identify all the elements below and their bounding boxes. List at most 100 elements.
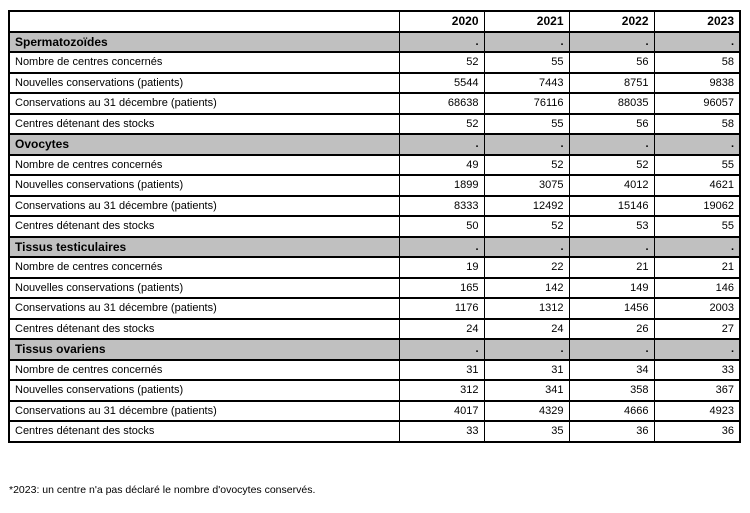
section-placeholder-cell: . — [653, 133, 741, 156]
value-cell: 15146 — [568, 194, 655, 217]
value-cell: 367 — [653, 379, 741, 402]
data-row: Conservations au 31 décembre (patients) 8… — [8, 194, 741, 217]
data-row: Nouvelles conservations (patients) 1899 30… — [8, 174, 741, 197]
value-cell: 58 — [653, 51, 741, 74]
data-row: Nouvelles conservations (patients) 5544 74… — [8, 71, 741, 94]
value-cell: 165 — [398, 276, 485, 299]
footnote: *2023: un centre n'a pas déclaré le nomb… — [9, 484, 316, 496]
value-cell: 341 — [483, 379, 570, 402]
value-cell: 96057 — [653, 92, 741, 115]
value-cell: 1176 — [398, 297, 485, 320]
section-title: Tissus testiculaires — [8, 235, 400, 258]
data-row: Centres détenant des stocks 52 55 56 58 — [8, 112, 741, 135]
value-cell: 68638 — [398, 92, 485, 115]
value-cell: 34 — [568, 358, 655, 381]
data-row: Nombre de centres concernés 49 52 52 55 — [8, 153, 741, 176]
value-cell: 52 — [483, 153, 570, 176]
section-placeholder-cell: . — [483, 30, 570, 53]
value-cell: 31 — [483, 358, 570, 381]
header-year-cell: 2021 — [483, 10, 570, 33]
data-row: Nouvelles conservations (patients) 165 142… — [8, 276, 741, 299]
value-cell: 53 — [568, 215, 655, 238]
value-cell: 55 — [483, 112, 570, 135]
section-placeholder-cell: . — [653, 338, 741, 361]
data-row: Nombre de centres concernés 31 31 34 33 — [8, 358, 741, 381]
value-cell: 2003 — [653, 297, 741, 320]
value-cell: 24 — [398, 317, 485, 340]
section-placeholder-cell: . — [398, 338, 485, 361]
value-cell: 33 — [653, 358, 741, 381]
row-label: Nombre de centres concernés — [8, 358, 400, 381]
row-label: Conservations au 31 décembre (patients) — [8, 92, 400, 115]
row-label: Centres détenant des stocks — [8, 420, 400, 443]
value-cell: 12492 — [483, 194, 570, 217]
value-cell: 312 — [398, 379, 485, 402]
value-cell: 7443 — [483, 71, 570, 94]
data-row: Centres détenant des stocks 33 35 36 36 — [8, 420, 741, 443]
header-empty-cell — [8, 10, 400, 33]
value-cell: 24 — [483, 317, 570, 340]
value-cell: 55 — [653, 153, 741, 176]
row-label: Nombre de centres concernés — [8, 153, 400, 176]
row-label: Centres détenant des stocks — [8, 215, 400, 238]
value-cell: 21 — [568, 256, 655, 279]
value-cell: 50 — [398, 215, 485, 238]
row-label: Conservations au 31 décembre (patients) — [8, 297, 400, 320]
value-cell: 8751 — [568, 71, 655, 94]
section-placeholder-cell: . — [568, 338, 655, 361]
value-cell: 4012 — [568, 174, 655, 197]
value-cell: 4621 — [653, 174, 741, 197]
value-cell: 31 — [398, 358, 485, 381]
header-year-cell: 2023 — [653, 10, 741, 33]
value-cell: 4923 — [653, 399, 741, 422]
value-cell: 35 — [483, 420, 570, 443]
value-cell: 1456 — [568, 297, 655, 320]
data-row: Nombre de centres concernés 19 22 21 21 — [8, 256, 741, 279]
data-row: Centres détenant des stocks 50 52 53 55 — [8, 215, 741, 238]
value-cell: 26 — [568, 317, 655, 340]
section-placeholder-cell: . — [398, 235, 485, 258]
value-cell: 8333 — [398, 194, 485, 217]
section-title: Ovocytes — [8, 133, 400, 156]
section-placeholder-cell: . — [483, 235, 570, 258]
value-cell: 58 — [653, 112, 741, 135]
data-row: Conservations au 31 décembre (patients) 4… — [8, 399, 741, 422]
value-cell: 9838 — [653, 71, 741, 94]
row-label: Conservations au 31 décembre (patients) — [8, 194, 400, 217]
data-row: Conservations au 31 décembre (patients) 6… — [8, 92, 741, 115]
table-body: Spermatozoïdes.... Nombre de centres conc… — [8, 30, 741, 443]
value-cell: 55 — [653, 215, 741, 238]
section-row: Tissus ovariens.... — [8, 338, 741, 361]
value-cell: 19062 — [653, 194, 741, 217]
section-row: Tissus testiculaires.... — [8, 235, 741, 258]
value-cell: 56 — [568, 51, 655, 74]
section-placeholder-cell: . — [568, 235, 655, 258]
row-label: Nouvelles conservations (patients) — [8, 379, 400, 402]
section-placeholder-cell: . — [398, 133, 485, 156]
value-cell: 22 — [483, 256, 570, 279]
value-cell: 52 — [398, 112, 485, 135]
row-label: Conservations au 31 décembre (patients) — [8, 399, 400, 422]
data-row: Nombre de centres concernés 52 55 56 58 — [8, 51, 741, 74]
row-label: Nouvelles conservations (patients) — [8, 71, 400, 94]
section-placeholder-cell: . — [653, 30, 741, 53]
value-cell: 1899 — [398, 174, 485, 197]
section-placeholder-cell: . — [398, 30, 485, 53]
data-row: Nouvelles conservations (patients) 312 341… — [8, 379, 741, 402]
section-placeholder-cell: . — [483, 133, 570, 156]
value-cell: 52 — [483, 215, 570, 238]
value-cell: 4329 — [483, 399, 570, 422]
value-cell: 36 — [568, 420, 655, 443]
value-cell: 4017 — [398, 399, 485, 422]
section-row: Ovocytes.... — [8, 133, 741, 156]
value-cell: 149 — [568, 276, 655, 299]
value-cell: 55 — [483, 51, 570, 74]
row-label: Centres détenant des stocks — [8, 317, 400, 340]
section-title: Tissus ovariens — [8, 338, 400, 361]
value-cell: 358 — [568, 379, 655, 402]
row-label: Nombre de centres concernés — [8, 51, 400, 74]
header-year-cell: 2020 — [398, 10, 485, 33]
value-cell: 3075 — [483, 174, 570, 197]
header-year-cell: 2022 — [568, 10, 655, 33]
